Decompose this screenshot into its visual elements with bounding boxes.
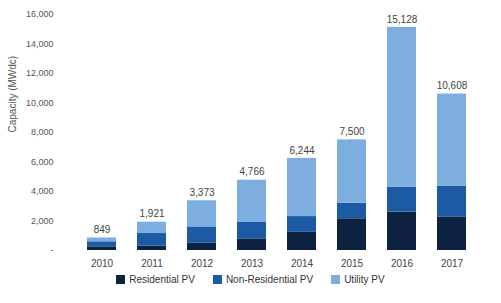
svg-text:2011: 2011 xyxy=(141,258,163,269)
svg-text:2017: 2017 xyxy=(441,258,464,269)
svg-text:15,128: 15,128 xyxy=(387,14,418,25)
svg-text:4,000: 4,000 xyxy=(31,186,54,196)
svg-text:2013: 2013 xyxy=(241,258,264,269)
svg-text:10,000: 10,000 xyxy=(26,98,54,108)
svg-text:2012: 2012 xyxy=(191,258,214,269)
svg-text:-: - xyxy=(51,245,54,255)
svg-text:3,373: 3,373 xyxy=(189,187,214,198)
svg-text:10,608: 10,608 xyxy=(437,80,468,91)
svg-text:7,500: 7,500 xyxy=(339,126,364,137)
svg-text:6,244: 6,244 xyxy=(289,145,314,156)
svg-text:8,000: 8,000 xyxy=(31,127,54,137)
svg-text:Capacity (MWdc): Capacity (MWdc) xyxy=(7,56,18,133)
html-text:Non-Residential PV: Non-Residential PV xyxy=(225,274,314,285)
svg-text:2015: 2015 xyxy=(341,258,364,269)
html-text:Utility PV: Utility PV xyxy=(344,274,385,285)
svg-text:14,000: 14,000 xyxy=(26,39,54,49)
svg-text:12,000: 12,000 xyxy=(26,68,54,78)
svg-text:849: 849 xyxy=(94,224,111,235)
svg-text:6,000: 6,000 xyxy=(31,157,54,167)
svg-text:2014: 2014 xyxy=(291,258,314,269)
svg-text:2010: 2010 xyxy=(91,258,114,269)
svg-text:1,921: 1,921 xyxy=(139,208,164,219)
svg-text:2016: 2016 xyxy=(391,258,414,269)
svg-text:16,000: 16,000 xyxy=(26,9,54,19)
html-text:Residential PV: Residential PV xyxy=(129,274,195,285)
svg-text:4,766: 4,766 xyxy=(239,166,264,177)
svg-text:2,000: 2,000 xyxy=(31,216,54,226)
